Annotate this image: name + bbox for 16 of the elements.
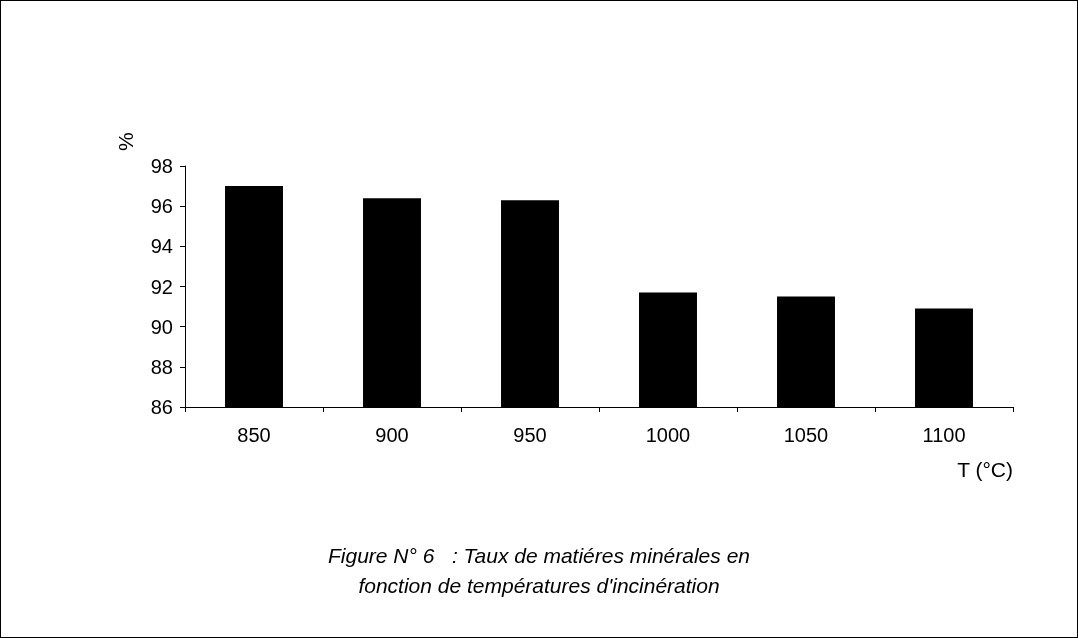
x-axis-title: T (°C) (957, 458, 1013, 481)
y-tick-label: 98 (150, 155, 173, 177)
x-tick-label: 950 (513, 424, 547, 446)
x-tick-label: 850 (237, 424, 271, 446)
x-tick-label: 1000 (645, 424, 691, 446)
text: Figure N° 6 : Taux de matiéres minérales en fonction de températures d'incinération (328, 543, 750, 597)
y-tick-label: 94 (150, 235, 173, 258)
y-axis-title: % (113, 132, 137, 151)
y-tick-label: 96 (150, 195, 173, 218)
y-tick-label: 92 (150, 275, 173, 298)
y-tick-label: 86 (150, 396, 173, 418)
y-tick-label: 88 (150, 355, 173, 378)
x-tick-label: 1100 (922, 424, 966, 446)
y-tick-label: 90 (150, 315, 173, 338)
x-tick-label: 900 (375, 424, 409, 446)
x-tick-label: 1050 (783, 424, 829, 446)
